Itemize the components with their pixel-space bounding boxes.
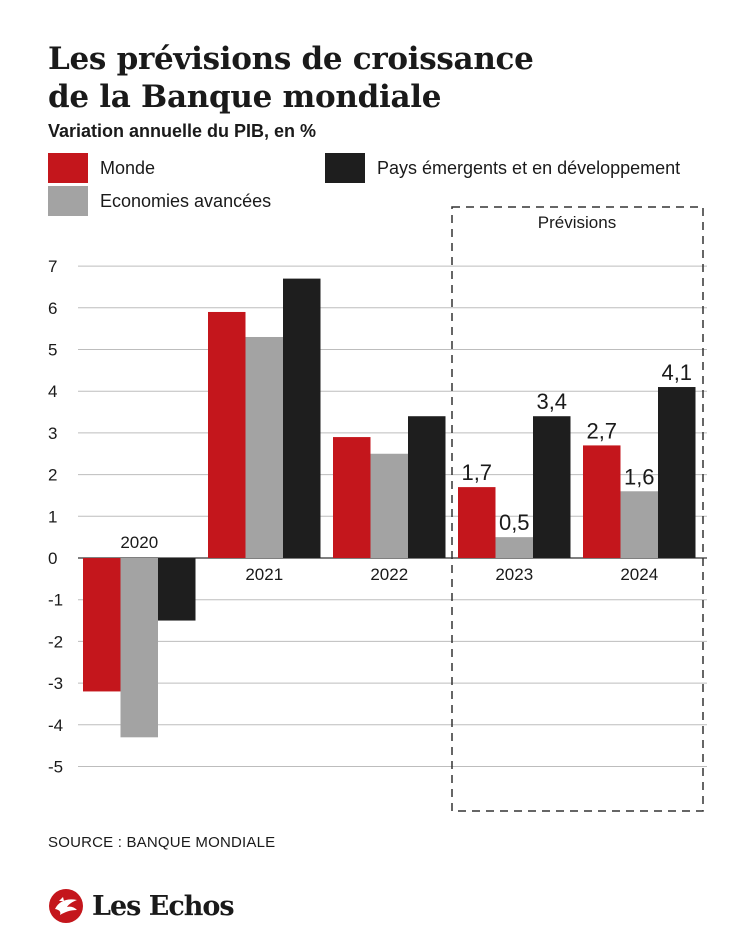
- chart-subtitle: Variation annuelle du PIB, en %: [48, 121, 317, 141]
- bar: [408, 416, 446, 558]
- y-tick-label: 1: [48, 507, 57, 526]
- data-label: 4,1: [661, 360, 692, 385]
- legend-label-pays-emergents: Pays émergents et en développement: [377, 157, 681, 178]
- page-title: Les prévisions de croissance de la Banqu…: [48, 40, 708, 116]
- y-tick-label: -5: [48, 758, 63, 777]
- y-tick-label: 4: [48, 382, 57, 401]
- brand-name: Les Echos: [92, 890, 235, 922]
- y-tick-label: 0: [48, 549, 57, 568]
- x-tick-label: 2020: [120, 533, 158, 552]
- legend-swatch-pays-emergents: [325, 153, 365, 183]
- y-tick-label: 7: [48, 257, 57, 276]
- data-label: 2,7: [586, 418, 617, 443]
- bar: [370, 453, 408, 558]
- forecast-box: [451, 206, 704, 812]
- source-note: SOURCE : BANQUE MONDIALE: [48, 834, 276, 851]
- legend-swatch-economies-avancees: [48, 186, 88, 216]
- data-label: 3,4: [536, 389, 567, 414]
- y-tick-label: -1: [48, 591, 63, 610]
- title-line-2: de la Banque mondiale: [48, 79, 442, 115]
- legend-label-monde: Monde: [100, 157, 156, 178]
- bar: [533, 416, 571, 558]
- y-tick-label: -4: [48, 716, 63, 735]
- y-tick-label: 2: [48, 466, 57, 485]
- bar: [245, 336, 283, 558]
- data-label: 0,5: [499, 510, 530, 535]
- y-tick-label: 3: [48, 424, 57, 443]
- bar: [120, 558, 158, 738]
- brand: Les Echos: [48, 888, 235, 924]
- x-tick-label: 2022: [370, 565, 408, 584]
- x-tick-label: 2021: [245, 565, 283, 584]
- legend-swatch-monde: [48, 153, 88, 183]
- bar: [658, 387, 696, 558]
- legend-label-economies-avancees: Economies avancées: [100, 190, 272, 211]
- data-label: 1,6: [624, 464, 655, 489]
- bar: [458, 487, 496, 558]
- x-tick-label: 2024: [620, 565, 658, 584]
- bar: [208, 311, 246, 558]
- bar: [495, 537, 533, 558]
- y-tick-label: -3: [48, 674, 63, 693]
- forecast-label: Prévisions: [538, 213, 616, 232]
- legend-item-pays-emergents: Pays émergents et en développement: [325, 153, 680, 183]
- bar: [158, 558, 196, 621]
- legend-item-economies-avancees: Economies avancées: [48, 186, 271, 216]
- x-tick-label: 2023: [495, 565, 533, 584]
- bar: [620, 491, 658, 558]
- title-line-1: Les prévisions de croissance: [48, 41, 534, 77]
- bar: [83, 558, 121, 692]
- bar: [333, 437, 371, 558]
- y-tick-label: -2: [48, 632, 63, 651]
- legend-item-monde: Monde: [48, 153, 155, 183]
- y-tick-label: 5: [48, 341, 57, 360]
- les-echos-logo-icon: [49, 889, 83, 923]
- data-label: 1,7: [461, 460, 492, 485]
- bar: [283, 278, 321, 558]
- y-tick-label: 6: [48, 299, 57, 318]
- bar: [583, 445, 621, 558]
